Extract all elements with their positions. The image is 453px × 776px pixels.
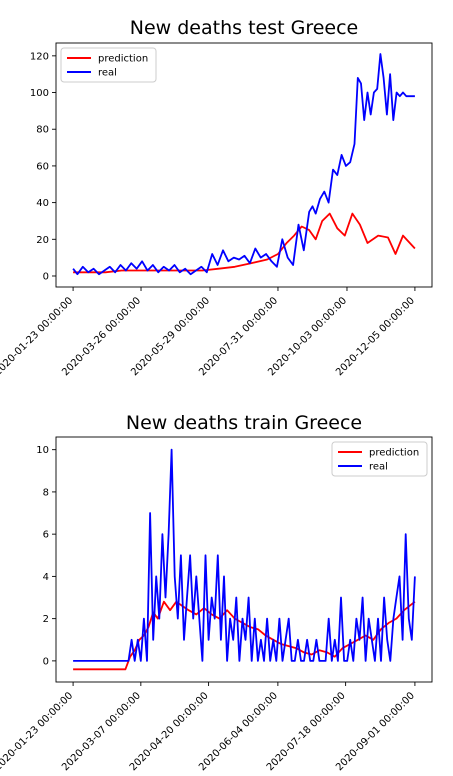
plot-frame	[55, 436, 433, 683]
y-tick-label: 120	[30, 51, 49, 62]
chart-new-deaths-test: New deaths test Greece 0 20 40 60 80 100 120 20…	[0, 17, 433, 378]
legend-label-real: real	[369, 462, 388, 473]
x-tick-label: 2020-07-18 00:00:00	[265, 690, 348, 773]
legend-label-prediction: prediction	[98, 54, 148, 65]
y-tick-label: 80	[36, 125, 49, 136]
x-tick-label: 2020-10-03 00:00:00	[266, 295, 349, 378]
y-tick-label: 8	[43, 487, 49, 498]
y-tick-label: 0	[43, 656, 49, 667]
y-tick-label: 2	[43, 614, 49, 625]
y-tick-label: 4	[43, 572, 49, 583]
series-line-prediction	[73, 212, 416, 274]
x-tick-label: 2020-12-05 00:00:00	[334, 295, 417, 378]
y-tick-label: 6	[43, 530, 49, 541]
legend-label-real: real	[98, 68, 117, 79]
series-line-real	[73, 448, 416, 662]
plot-frame	[55, 42, 433, 288]
x-tick-label: 2020-07-31 00:00:00	[197, 295, 280, 378]
x-tick-label: 2020-09-01 00:00:00	[334, 690, 417, 773]
y-tick-label: 10	[36, 445, 49, 456]
chart-title: New deaths test Greece	[130, 17, 358, 39]
y-tick-label: 20	[36, 235, 49, 246]
y-tick-label: 40	[36, 198, 49, 209]
chart-new-deaths-train: New deaths train Greece 02468102020-01-2…	[0, 412, 433, 773]
y-tick-label: 60	[36, 161, 49, 172]
legend: prediction real	[60, 47, 157, 83]
legend-label-prediction: prediction	[369, 448, 419, 459]
y-tick-label: 0	[43, 271, 49, 282]
x-tick-label: 2020-03-07 00:00:00	[60, 690, 143, 773]
x-tick-label: 2020-03-26 00:00:00	[60, 295, 143, 378]
x-tick-label: 2020-05-29 00:00:00	[129, 295, 212, 378]
chart-title: New deaths train Greece	[126, 412, 362, 434]
legend-box	[331, 441, 428, 477]
x-tick-label: 2020-06-04 00:00:00	[197, 690, 280, 773]
x-tick-label: 2020-04-20 00:00:00	[128, 690, 211, 773]
legend: prediction real	[331, 441, 428, 477]
series-line-real	[72, 53, 415, 276]
legend-box	[60, 47, 157, 83]
y-tick-label: 100	[30, 88, 49, 99]
